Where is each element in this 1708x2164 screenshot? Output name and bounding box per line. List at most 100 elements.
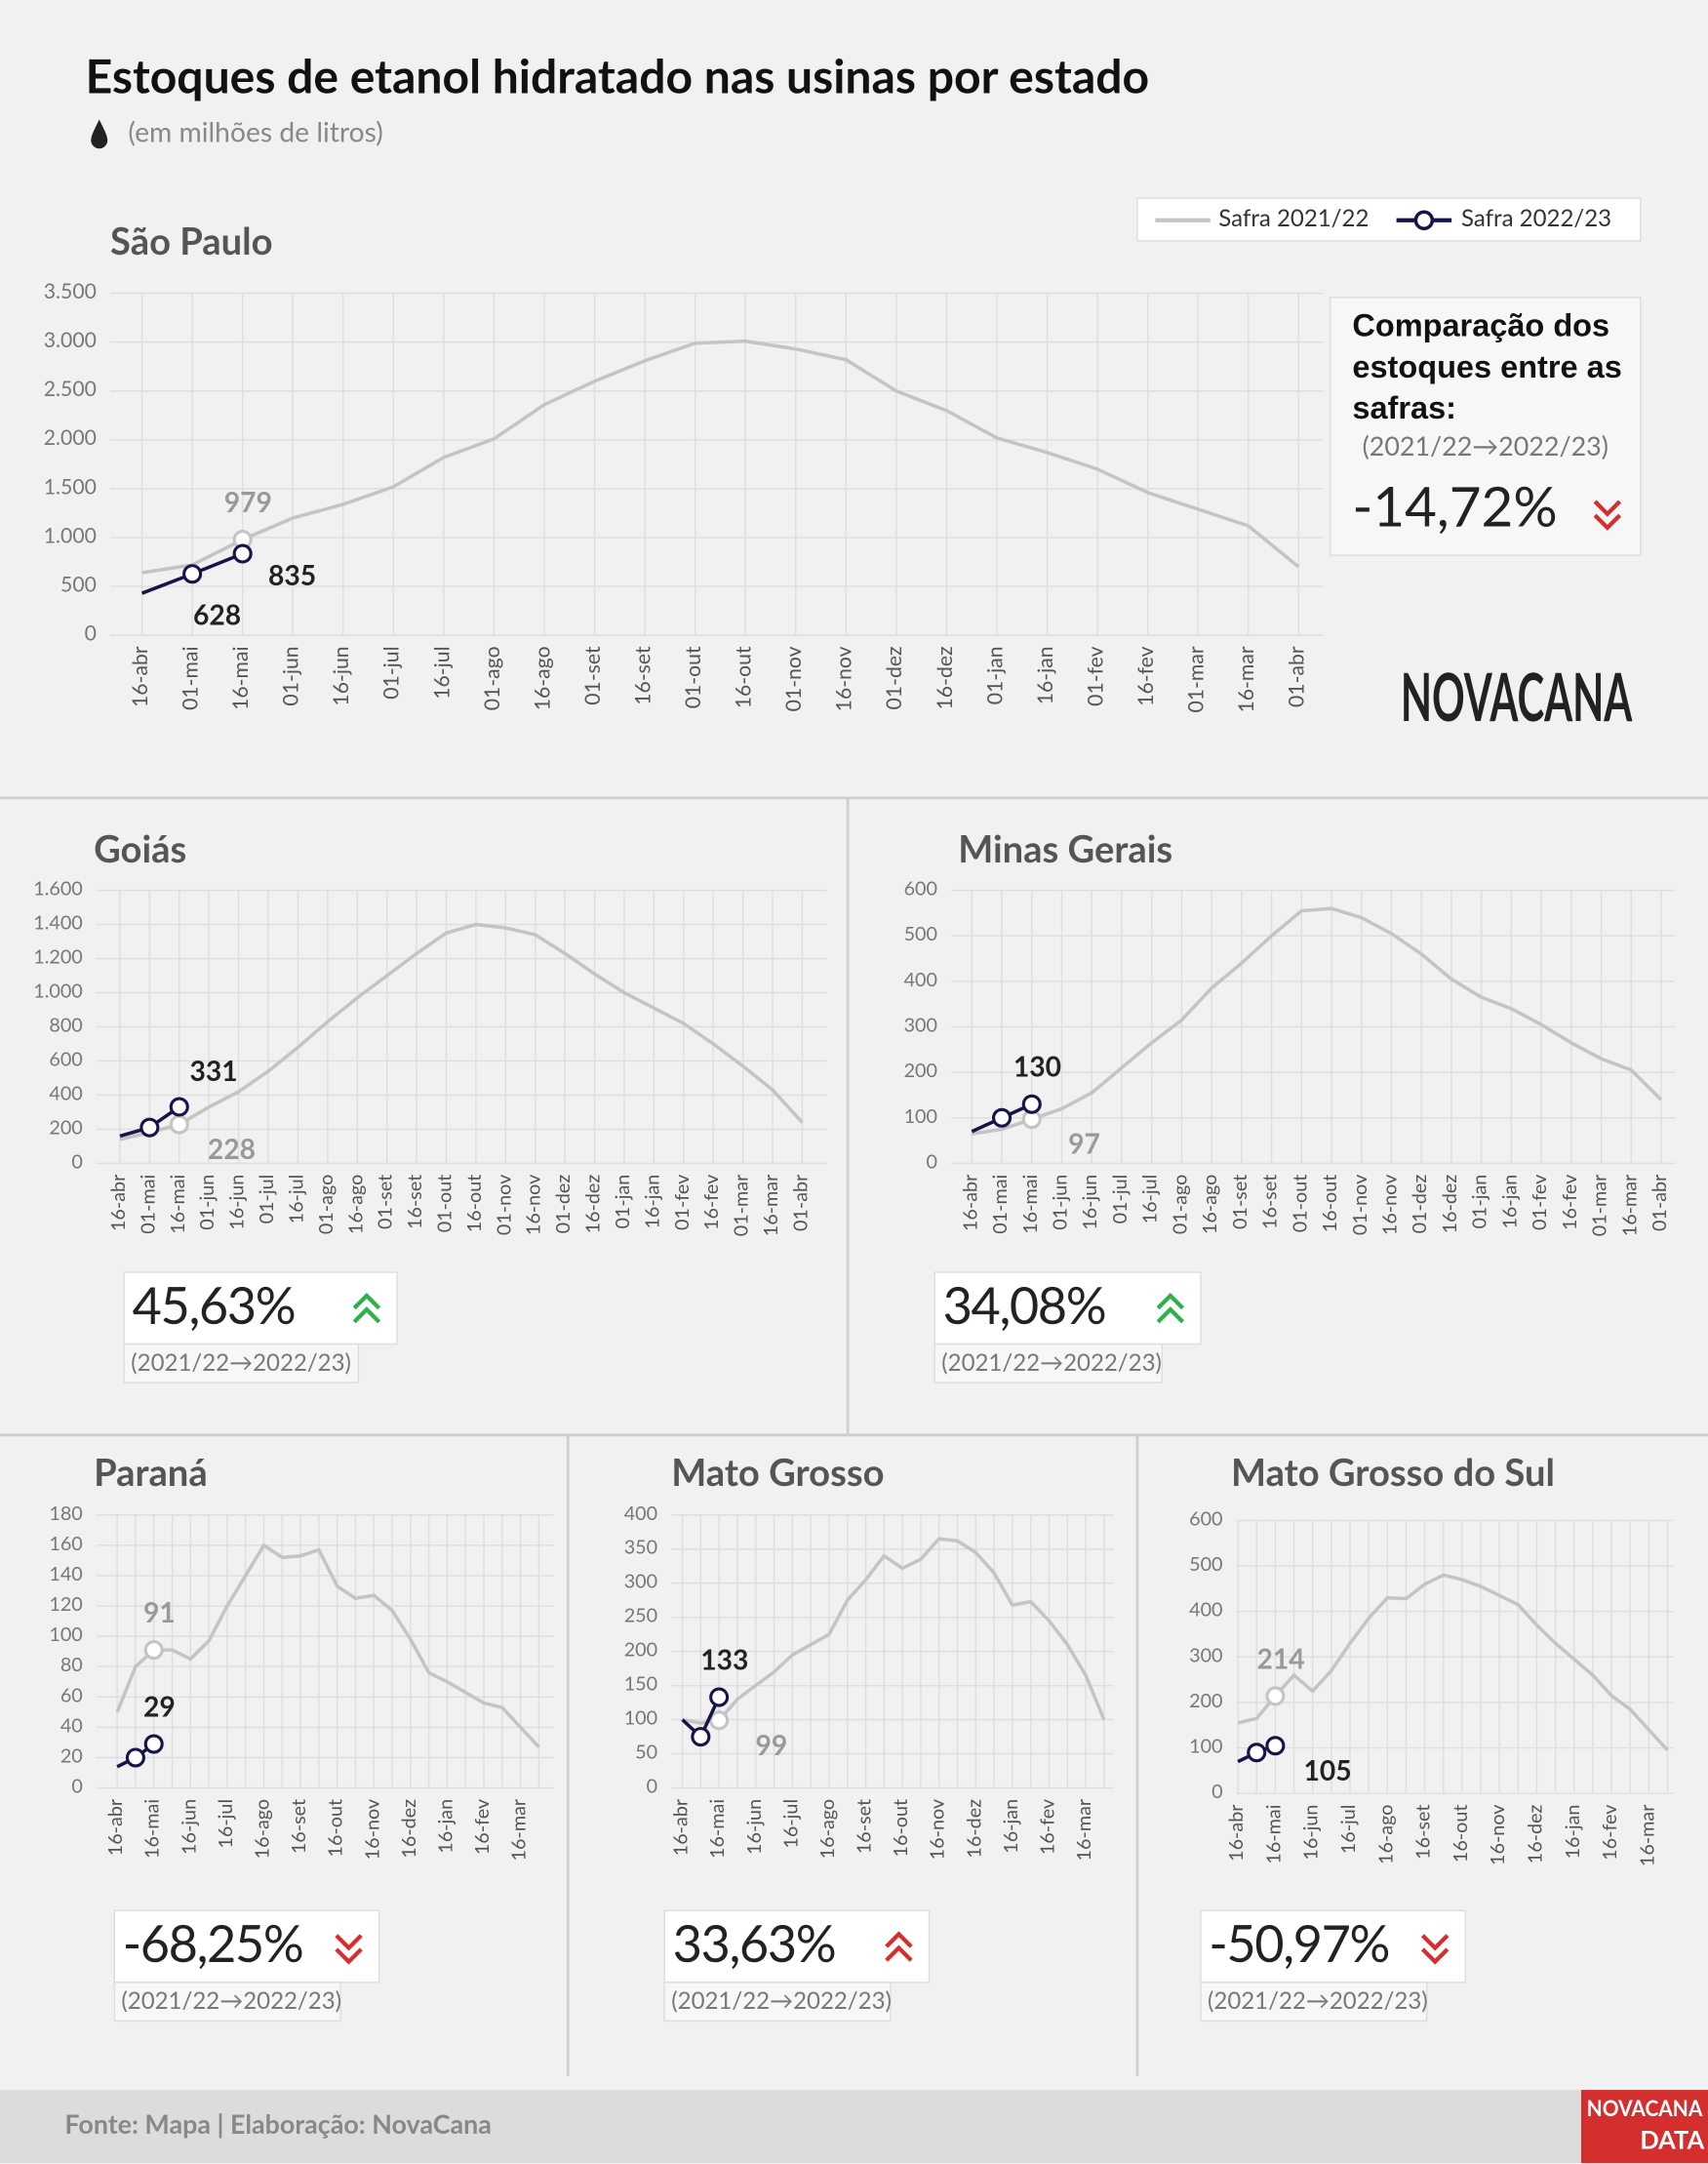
page-title: Estoques de etanol hidratado nas usinas … <box>86 48 1149 103</box>
x-tick-label: 16-nov <box>926 1799 949 1860</box>
data-label: 628 <box>193 599 241 632</box>
point-marker <box>169 1114 189 1135</box>
point-marker <box>1021 1094 1042 1114</box>
trend-arrow <box>885 1931 913 1962</box>
x-tick-label: 16-jun <box>225 1175 249 1230</box>
trend-arrow <box>1593 500 1622 531</box>
x-tick-label: 16-dez <box>1523 1804 1546 1863</box>
data-label: 97 <box>1068 1128 1100 1161</box>
x-tick-label: 16-abr <box>1224 1804 1248 1862</box>
x-tick-label: 01-fev <box>670 1175 694 1230</box>
y-tick-label: 250 <box>624 1604 657 1627</box>
x-tick-label: 16-jan <box>999 1799 1022 1854</box>
x-tick-label: 01-fev <box>1082 646 1107 705</box>
point-marker <box>139 1117 160 1138</box>
y-tick-label: 600 <box>904 877 937 901</box>
point-marker <box>691 1727 711 1747</box>
y-tick-label: 0 <box>85 620 97 645</box>
footer-logo: NOVACANA <box>1587 2095 1703 2121</box>
x-tick-label: 16-ago <box>1373 1805 1397 1864</box>
footer-band <box>0 2090 1708 2163</box>
data-label: 105 <box>1304 1754 1352 1787</box>
y-tick-label: 0 <box>71 1775 82 1798</box>
y-tick-label: 500 <box>1189 1552 1222 1576</box>
data-label: 133 <box>700 1643 748 1676</box>
x-tick-label: 16-dez <box>962 1799 985 1859</box>
y-tick-label: 3.500 <box>44 278 97 303</box>
y-tick-label: 200 <box>49 1115 82 1139</box>
x-tick-label: 01-mar <box>1183 646 1209 712</box>
point-marker <box>709 1687 730 1707</box>
drop-icon <box>91 119 108 149</box>
x-tick-label: 16-set <box>853 1799 876 1854</box>
y-tick-label: 500 <box>60 571 97 596</box>
y-tick-label: 400 <box>1189 1598 1222 1622</box>
x-tick-label: 01-jan <box>1468 1175 1491 1229</box>
x-tick-label: 16-mar <box>1617 1174 1641 1236</box>
y-tick-label: 2.500 <box>44 376 97 401</box>
comparison-box <box>113 1909 380 1984</box>
point-marker <box>1265 1736 1286 1756</box>
legend-box <box>1136 197 1642 242</box>
point-marker <box>169 1097 189 1117</box>
series-line <box>115 1543 540 1748</box>
x-tick-label: 01-ago <box>314 1175 338 1234</box>
x-tick-label: 01-nov <box>492 1175 515 1235</box>
x-tick-label: 16-nov <box>1377 1175 1401 1235</box>
x-tick-label: 16-nov <box>360 1799 383 1860</box>
y-tick-label: 200 <box>904 1059 937 1082</box>
x-tick-label: 16-fev <box>1035 1799 1058 1855</box>
x-tick-label: 16-mar <box>1635 1804 1658 1866</box>
x-tick-label: 01-jul <box>255 1175 278 1224</box>
x-tick-label: 01-dez <box>1408 1175 1431 1234</box>
data-label: 91 <box>143 1596 176 1629</box>
comparison-period: (2021/22→2022/23) <box>1363 429 1609 461</box>
x-tick-label: 16-nov <box>1486 1805 1509 1865</box>
y-tick-label: 120 <box>49 1592 82 1616</box>
period-box <box>1200 1982 1428 2023</box>
trend-arrow <box>352 1293 381 1324</box>
comparison-period: (2021/22→2022/23) <box>1208 1986 1428 2015</box>
legend-marker <box>1413 210 1435 230</box>
x-tick-label: 16-mai <box>166 1175 189 1234</box>
x-tick-label: 16-jul <box>778 1799 802 1849</box>
chart-title: Mato Grosso do Sul <box>1231 1450 1555 1495</box>
comparison-box <box>663 1909 931 1984</box>
x-tick-label: 16-dez <box>581 1175 605 1234</box>
point-marker <box>143 1734 164 1754</box>
chart-title: Mato Grosso <box>671 1450 884 1495</box>
x-tick-label: 16-out <box>324 1799 347 1858</box>
comparison-box <box>933 1271 1202 1345</box>
x-tick-label: 01-set <box>374 1175 397 1229</box>
y-tick-label: 600 <box>1189 1506 1222 1530</box>
y-tick-label: 800 <box>49 1013 82 1036</box>
y-tick-label: 400 <box>624 1502 657 1525</box>
x-tick-label: 16-jan <box>1032 646 1057 704</box>
x-tick-label: 01-jun <box>195 1175 218 1230</box>
data-label: 99 <box>755 1729 787 1762</box>
y-tick-label: 40 <box>60 1713 83 1737</box>
x-tick-label: 16-fev <box>470 1799 494 1855</box>
x-tick-label: 16-out <box>1318 1175 1341 1233</box>
y-tick-label: 200 <box>624 1638 657 1662</box>
comparison-box <box>1330 297 1642 556</box>
x-tick-label: 16-ago <box>529 646 554 710</box>
point-marker <box>125 1747 145 1768</box>
x-tick-label: 16-out <box>462 1175 486 1233</box>
x-tick-label: 16-jun <box>1299 1805 1323 1861</box>
x-tick-label: 16-ago <box>1198 1175 1221 1234</box>
x-tick-label: 16-mar <box>507 1798 531 1861</box>
x-tick-label: 16-dez <box>397 1799 420 1859</box>
y-tick-label: 100 <box>624 1706 657 1730</box>
chart-title: Paraná <box>94 1450 208 1495</box>
x-tick-label: 16-jun <box>742 1799 766 1855</box>
x-tick-label: 16-set <box>1411 1805 1435 1860</box>
x-tick-label: 16-mai <box>1018 1175 1042 1234</box>
x-tick-label: 16-set <box>1258 1175 1282 1229</box>
x-tick-label: 16-ago <box>251 1799 274 1859</box>
y-tick-label: 100 <box>904 1104 937 1128</box>
x-tick-label: 16-fev <box>699 1175 723 1230</box>
x-tick-label: 16-fev <box>1132 646 1158 705</box>
x-tick-label: 16-mar <box>759 1174 782 1236</box>
